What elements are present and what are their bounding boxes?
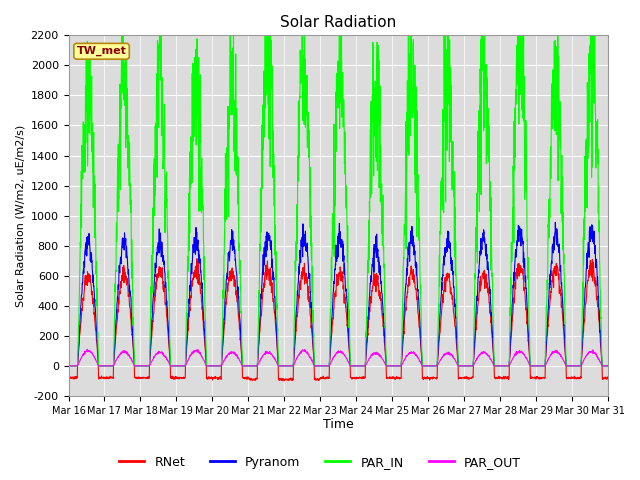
X-axis label: Time: Time (323, 419, 354, 432)
PAR_OUT (604, 363, 612, 369)
Line: RNet: RNet (68, 259, 608, 381)
Pyranom (604, 363, 612, 369)
RNet (216, 375, 223, 381)
PAR_IN (65, 363, 72, 369)
RNet (604, 375, 612, 381)
PAR_IN (604, 363, 612, 369)
PAR_OUT (366, 356, 374, 361)
RNet (280, 378, 288, 384)
Pyranom (215, 363, 223, 369)
Title: Solar Radiation: Solar Radiation (280, 15, 396, 30)
RNet (193, 256, 201, 262)
Pyranom (495, 363, 502, 369)
Line: Pyranom: Pyranom (68, 222, 608, 366)
Line: PAR_IN: PAR_IN (68, 0, 608, 366)
PAR_OUT (354, 363, 362, 369)
Pyranom (65, 363, 72, 369)
PAR_OUT (216, 363, 223, 369)
PAR_IN (365, 199, 373, 204)
Pyranom (572, 363, 579, 369)
PAR_IN (215, 363, 223, 369)
PAR_IN (572, 363, 579, 369)
Y-axis label: Solar Radiation (W/m2, uE/m2/s): Solar Radiation (W/m2, uE/m2/s) (15, 124, 25, 307)
Pyranom (365, 295, 373, 301)
RNet (557, 290, 564, 296)
Text: TW_met: TW_met (77, 46, 127, 57)
PAR_OUT (65, 363, 72, 369)
PAR_OUT (495, 363, 503, 369)
PAR_IN (354, 363, 362, 369)
RNet (366, 308, 374, 314)
PAR_OUT (557, 352, 564, 358)
RNet (495, 375, 503, 381)
Legend: RNet, Pyranom, PAR_IN, PAR_OUT: RNet, Pyranom, PAR_IN, PAR_OUT (115, 451, 525, 474)
PAR_OUT (83, 347, 91, 352)
PAR_OUT (572, 363, 579, 369)
Pyranom (354, 363, 362, 369)
Pyranom (552, 219, 559, 225)
Pyranom (557, 263, 564, 268)
PAR_IN (495, 363, 502, 369)
PAR_IN (557, 132, 564, 137)
RNet (65, 376, 72, 382)
RNet (572, 376, 580, 382)
Line: PAR_OUT: PAR_OUT (68, 349, 608, 366)
RNet (355, 375, 362, 381)
